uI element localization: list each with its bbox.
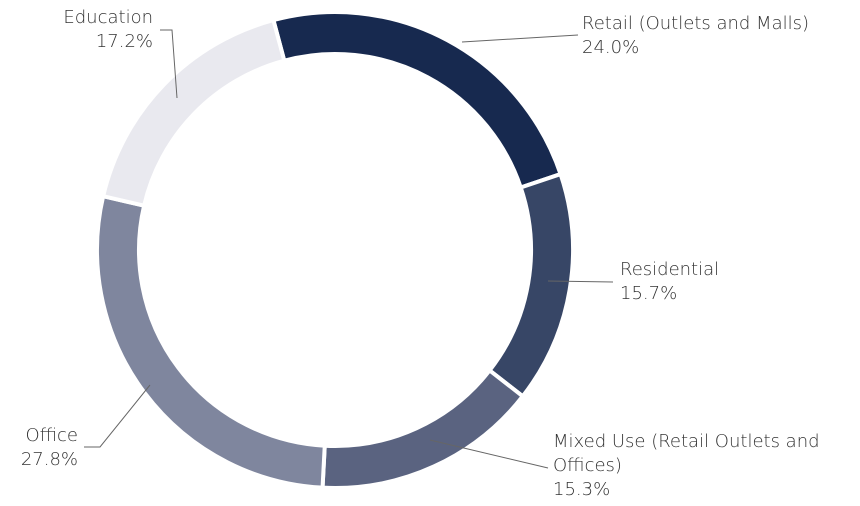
leader-line bbox=[160, 29, 178, 99]
donut-segment bbox=[320, 367, 526, 490]
donut-segment bbox=[100, 17, 287, 209]
label-name: Residential bbox=[620, 259, 720, 280]
donut-segment bbox=[486, 171, 575, 400]
leader-line bbox=[429, 439, 549, 469]
data-label: Office 27.8% bbox=[21, 424, 78, 472]
label-value: 17.2% bbox=[95, 31, 153, 52]
label-name: Retail (Outlets and Malls) bbox=[582, 13, 810, 34]
leader-line bbox=[547, 280, 614, 283]
leader-line bbox=[461, 34, 579, 43]
label-name: Office bbox=[25, 425, 78, 446]
label-value: 15.3% bbox=[553, 479, 611, 500]
label-name: Education bbox=[63, 7, 153, 28]
label-name: Mixed Use (Retail Outlets and Offices) bbox=[553, 431, 820, 476]
label-value: 15.7% bbox=[620, 283, 678, 304]
label-value: 24.0% bbox=[582, 37, 640, 58]
label-value: 27.8% bbox=[20, 449, 78, 470]
data-label: Retail (Outlets and Malls) 24.0% bbox=[582, 12, 809, 60]
data-label: Residential 15.7% bbox=[620, 258, 719, 306]
data-label: Mixed Use (Retail Outlets and Offices) 15… bbox=[553, 430, 858, 502]
data-label: Education 17.2% bbox=[63, 6, 153, 54]
donut-segment bbox=[95, 193, 327, 490]
leader-line bbox=[84, 384, 151, 448]
